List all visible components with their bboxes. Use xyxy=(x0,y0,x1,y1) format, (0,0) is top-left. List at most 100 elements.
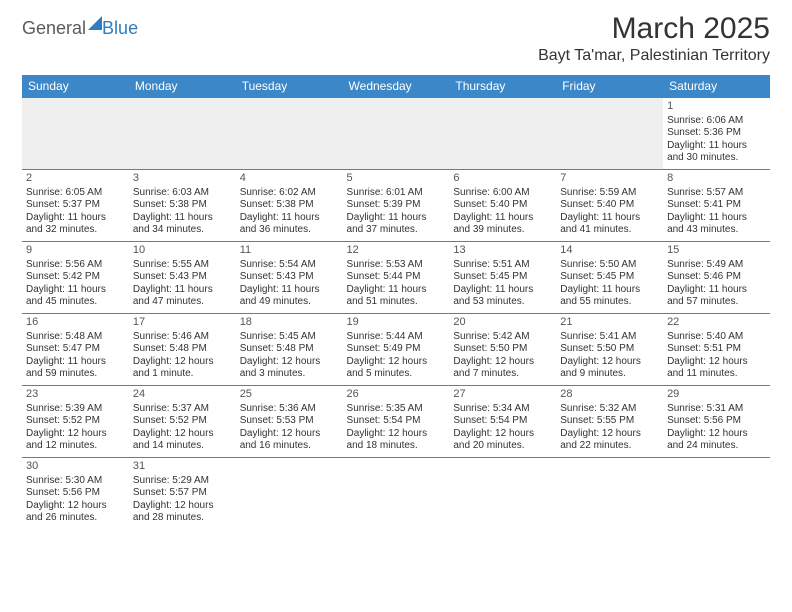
day-cell: 19Sunrise: 5:44 AMSunset: 5:49 PMDayligh… xyxy=(343,314,450,386)
calendar-table: Sunday Monday Tuesday Wednesday Thursday… xyxy=(22,75,770,530)
sunrise-line: Sunrise: 5:36 AM xyxy=(240,403,339,416)
sunset-line: Sunset: 5:51 PM xyxy=(667,343,766,356)
day-cell: 21Sunrise: 5:41 AMSunset: 5:50 PMDayligh… xyxy=(556,314,663,386)
empty-cell xyxy=(236,458,343,530)
sunrise-line: Sunrise: 6:01 AM xyxy=(347,187,446,200)
sunrise-line: Sunrise: 6:02 AM xyxy=(240,187,339,200)
weekday-header: Saturday xyxy=(663,75,770,98)
weekday-header: Tuesday xyxy=(236,75,343,98)
calendar-body: 1Sunrise: 6:06 AMSunset: 5:36 PMDaylight… xyxy=(22,98,770,530)
daylight-line: Daylight: 12 hours and 16 minutes. xyxy=(240,428,339,453)
day-number: 22 xyxy=(667,316,766,330)
day-number: 21 xyxy=(560,316,659,330)
sunrise-line: Sunrise: 5:46 AM xyxy=(133,331,232,344)
logo-word-2: Blue xyxy=(102,18,138,39)
sunset-line: Sunset: 5:50 PM xyxy=(453,343,552,356)
day-number: 20 xyxy=(453,316,552,330)
day-cell: 25Sunrise: 5:36 AMSunset: 5:53 PMDayligh… xyxy=(236,386,343,458)
sunset-line: Sunset: 5:40 PM xyxy=(560,199,659,212)
daylight-line: Daylight: 11 hours and 30 minutes. xyxy=(667,140,766,165)
sunset-line: Sunset: 5:43 PM xyxy=(133,271,232,284)
sunrise-line: Sunrise: 5:44 AM xyxy=(347,331,446,344)
day-number: 28 xyxy=(560,388,659,402)
sunset-line: Sunset: 5:54 PM xyxy=(347,415,446,428)
daylight-line: Daylight: 12 hours and 1 minute. xyxy=(133,356,232,381)
day-cell: 28Sunrise: 5:32 AMSunset: 5:55 PMDayligh… xyxy=(556,386,663,458)
daylight-line: Daylight: 11 hours and 45 minutes. xyxy=(26,284,125,309)
day-cell: 16Sunrise: 5:48 AMSunset: 5:47 PMDayligh… xyxy=(22,314,129,386)
daylight-line: Daylight: 11 hours and 43 minutes. xyxy=(667,212,766,237)
sunset-line: Sunset: 5:44 PM xyxy=(347,271,446,284)
daylight-line: Daylight: 12 hours and 24 minutes. xyxy=(667,428,766,453)
daylight-line: Daylight: 11 hours and 39 minutes. xyxy=(453,212,552,237)
day-number: 8 xyxy=(667,172,766,186)
empty-cell xyxy=(129,98,236,170)
day-cell: 9Sunrise: 5:56 AMSunset: 5:42 PMDaylight… xyxy=(22,242,129,314)
day-number: 3 xyxy=(133,172,232,186)
day-number: 15 xyxy=(667,244,766,258)
daylight-line: Daylight: 12 hours and 7 minutes. xyxy=(453,356,552,381)
sunset-line: Sunset: 5:45 PM xyxy=(453,271,552,284)
sunrise-line: Sunrise: 5:29 AM xyxy=(133,475,232,488)
day-cell: 20Sunrise: 5:42 AMSunset: 5:50 PMDayligh… xyxy=(449,314,556,386)
sunset-line: Sunset: 5:54 PM xyxy=(453,415,552,428)
sunset-line: Sunset: 5:42 PM xyxy=(26,271,125,284)
daylight-line: Daylight: 12 hours and 28 minutes. xyxy=(133,500,232,525)
day-number: 16 xyxy=(26,316,125,330)
sunrise-line: Sunrise: 5:30 AM xyxy=(26,475,125,488)
day-number: 18 xyxy=(240,316,339,330)
logo-word-1: General xyxy=(22,18,86,39)
day-number: 5 xyxy=(347,172,446,186)
sunset-line: Sunset: 5:52 PM xyxy=(26,415,125,428)
day-number: 6 xyxy=(453,172,552,186)
sunrise-line: Sunrise: 5:55 AM xyxy=(133,259,232,272)
sunset-line: Sunset: 5:40 PM xyxy=(453,199,552,212)
day-cell: 10Sunrise: 5:55 AMSunset: 5:43 PMDayligh… xyxy=(129,242,236,314)
empty-cell xyxy=(22,98,129,170)
sunset-line: Sunset: 5:36 PM xyxy=(667,127,766,140)
sunset-line: Sunset: 5:38 PM xyxy=(133,199,232,212)
empty-cell xyxy=(556,98,663,170)
day-number: 14 xyxy=(560,244,659,258)
day-number: 25 xyxy=(240,388,339,402)
day-cell: 11Sunrise: 5:54 AMSunset: 5:43 PMDayligh… xyxy=(236,242,343,314)
day-cell: 29Sunrise: 5:31 AMSunset: 5:56 PMDayligh… xyxy=(663,386,770,458)
day-cell: 31Sunrise: 5:29 AMSunset: 5:57 PMDayligh… xyxy=(129,458,236,530)
day-number: 9 xyxy=(26,244,125,258)
empty-cell xyxy=(343,98,450,170)
daylight-line: Daylight: 11 hours and 53 minutes. xyxy=(453,284,552,309)
weekday-header-row: Sunday Monday Tuesday Wednesday Thursday… xyxy=(22,75,770,98)
sunrise-line: Sunrise: 5:54 AM xyxy=(240,259,339,272)
logo-sail-icon xyxy=(88,16,102,30)
sunset-line: Sunset: 5:41 PM xyxy=(667,199,766,212)
sunset-line: Sunset: 5:45 PM xyxy=(560,271,659,284)
empty-cell xyxy=(236,98,343,170)
sunrise-line: Sunrise: 5:57 AM xyxy=(667,187,766,200)
sunrise-line: Sunrise: 5:51 AM xyxy=(453,259,552,272)
sunrise-line: Sunrise: 5:45 AM xyxy=(240,331,339,344)
day-number: 13 xyxy=(453,244,552,258)
daylight-line: Daylight: 12 hours and 14 minutes. xyxy=(133,428,232,453)
day-cell: 23Sunrise: 5:39 AMSunset: 5:52 PMDayligh… xyxy=(22,386,129,458)
daylight-line: Daylight: 12 hours and 5 minutes. xyxy=(347,356,446,381)
daylight-line: Daylight: 12 hours and 20 minutes. xyxy=(453,428,552,453)
sunset-line: Sunset: 5:52 PM xyxy=(133,415,232,428)
sunrise-line: Sunrise: 6:06 AM xyxy=(667,115,766,128)
sunset-line: Sunset: 5:56 PM xyxy=(26,487,125,500)
sunrise-line: Sunrise: 5:53 AM xyxy=(347,259,446,272)
calendar-row: 9Sunrise: 5:56 AMSunset: 5:42 PMDaylight… xyxy=(22,242,770,314)
daylight-line: Daylight: 12 hours and 18 minutes. xyxy=(347,428,446,453)
sunset-line: Sunset: 5:43 PM xyxy=(240,271,339,284)
daylight-line: Daylight: 11 hours and 41 minutes. xyxy=(560,212,659,237)
sunrise-line: Sunrise: 6:05 AM xyxy=(26,187,125,200)
day-cell: 17Sunrise: 5:46 AMSunset: 5:48 PMDayligh… xyxy=(129,314,236,386)
day-cell: 1Sunrise: 6:06 AMSunset: 5:36 PMDaylight… xyxy=(663,98,770,170)
weekday-header: Wednesday xyxy=(343,75,450,98)
daylight-line: Daylight: 12 hours and 11 minutes. xyxy=(667,356,766,381)
day-cell: 24Sunrise: 5:37 AMSunset: 5:52 PMDayligh… xyxy=(129,386,236,458)
calendar-row: 30Sunrise: 5:30 AMSunset: 5:56 PMDayligh… xyxy=(22,458,770,530)
day-number: 4 xyxy=(240,172,339,186)
sunrise-line: Sunrise: 6:00 AM xyxy=(453,187,552,200)
day-cell: 2Sunrise: 6:05 AMSunset: 5:37 PMDaylight… xyxy=(22,170,129,242)
day-number: 12 xyxy=(347,244,446,258)
